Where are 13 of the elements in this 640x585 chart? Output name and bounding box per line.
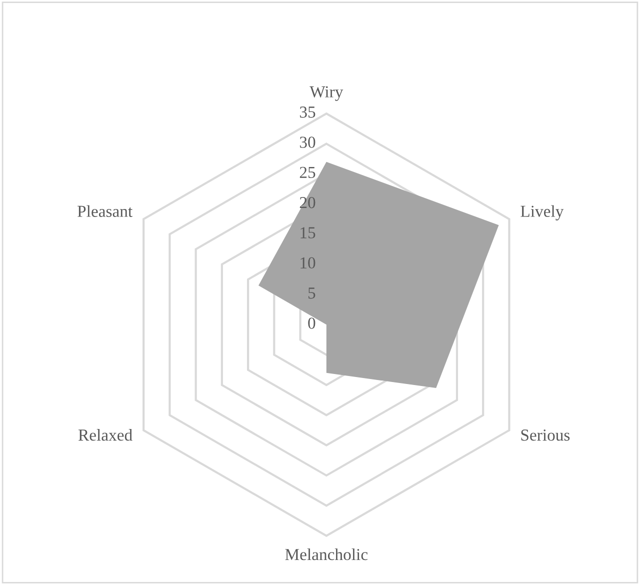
y-tick-label: 35 xyxy=(300,106,316,118)
y-tick-label: 10 xyxy=(300,257,316,269)
spoke-label: Lively xyxy=(520,205,564,220)
spoke-label: Wiry xyxy=(310,86,344,101)
spoke-label: Serious xyxy=(521,430,570,441)
spoke-label: Pleasant xyxy=(78,205,133,217)
spoke-label: Melancholic xyxy=(285,548,368,560)
y-tick-label: 15 xyxy=(300,227,316,238)
y-tick-label: 30 xyxy=(300,136,316,148)
y-tick-label: 25 xyxy=(300,166,316,178)
spoke-label: Relaxed xyxy=(78,429,132,441)
y-tick-label: 5 xyxy=(308,288,316,299)
y-tick-label: 0 xyxy=(308,318,316,329)
